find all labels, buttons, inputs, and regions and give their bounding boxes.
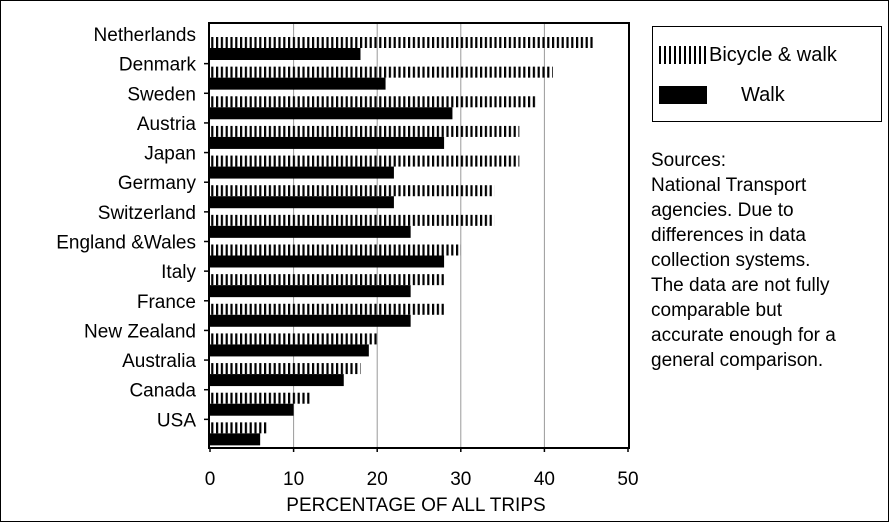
bar-bicycle-walk — [210, 274, 445, 286]
hatch-swatch-icon — [659, 46, 707, 64]
legend-label-bicycle-walk: Bicycle & walk — [709, 44, 837, 66]
bars — [210, 37, 595, 446]
bar-bicycle-walk — [210, 303, 445, 315]
bar-walk — [210, 225, 411, 238]
y-category-label: Denmark — [119, 55, 197, 76]
bar-bicycle-walk — [210, 214, 495, 226]
sources-line: Sources: — [651, 150, 726, 171]
y-category-label: Netherlands — [94, 25, 196, 46]
y-category-label: Canada — [129, 381, 196, 402]
x-axis-title: PERCENTAGE OF ALL TRIPS — [286, 495, 545, 516]
bar-bicycle-walk — [210, 363, 361, 375]
bar-walk — [210, 77, 386, 90]
legend-label-walk: Walk — [741, 84, 785, 106]
bar-bicycle-walk — [210, 392, 311, 404]
bar-bicycle-walk — [210, 155, 520, 167]
y-category-label: Austria — [137, 114, 197, 135]
bar-bicycle-walk — [210, 66, 553, 78]
bar-walk — [210, 344, 369, 357]
bar-bicycle-walk — [210, 37, 595, 48]
bar-bicycle-walk — [210, 96, 537, 108]
sources-line: National Transport — [651, 175, 807, 196]
bar-walk — [210, 285, 411, 298]
bar-walk — [210, 374, 344, 387]
bar-bicycle-walk — [210, 185, 495, 197]
sources-line: general comparison. — [651, 350, 824, 371]
x-tick-label: 20 — [367, 469, 388, 490]
bar-bicycle-walk — [210, 125, 520, 137]
y-category-label: England &Wales — [56, 233, 196, 254]
plot-area — [208, 22, 630, 449]
y-category-label: Italy — [161, 262, 196, 283]
y-category-label: France — [137, 292, 196, 313]
bar-bicycle-walk — [210, 333, 378, 345]
bar-walk — [210, 403, 294, 416]
sources-line: differences in data — [651, 225, 806, 246]
y-category-label: New Zealand — [84, 321, 196, 342]
bar-bicycle-walk — [210, 422, 269, 434]
y-category-label: Switzerland — [98, 203, 196, 224]
y-category-label: Australia — [122, 351, 196, 372]
x-tick-label: 40 — [534, 469, 555, 490]
axis-labels: 0 10 20 30 40 50 Netherlands Denmark Sweden Austr… — [56, 25, 638, 490]
solid-swatch-icon — [659, 86, 707, 104]
x-tick-label: 0 — [205, 469, 216, 490]
bar-walk — [210, 166, 394, 179]
bar-walk — [210, 314, 411, 327]
bar-walk — [210, 255, 445, 268]
bar-walk — [210, 136, 445, 149]
bar-walk — [210, 433, 261, 446]
y-category-label: Sweden — [127, 84, 196, 105]
x-tick-label: 30 — [450, 469, 471, 490]
x-tick-label: 10 — [283, 469, 304, 490]
sources-line: comparable but — [651, 300, 782, 321]
sources-note: Sources: National Transport agencies. Du… — [651, 148, 887, 373]
bar-walk — [210, 48, 361, 60]
legend: Bicycle & walk Walk — [652, 26, 882, 122]
bar-walk — [210, 196, 394, 209]
x-tick-label: 50 — [617, 469, 638, 490]
y-category-label: USA — [157, 410, 196, 431]
y-category-label: Germany — [118, 173, 197, 194]
bar-walk — [210, 107, 453, 120]
sources-line: accurate enough for a — [651, 325, 836, 346]
sources-line: collection systems. — [651, 250, 811, 271]
sources-line: agencies. Due to — [651, 200, 794, 221]
axis-ticks — [204, 62, 629, 452]
bar-bicycle-walk — [210, 244, 461, 256]
y-category-label: Japan — [144, 144, 196, 165]
sources-line: The data are not fully — [651, 275, 830, 296]
